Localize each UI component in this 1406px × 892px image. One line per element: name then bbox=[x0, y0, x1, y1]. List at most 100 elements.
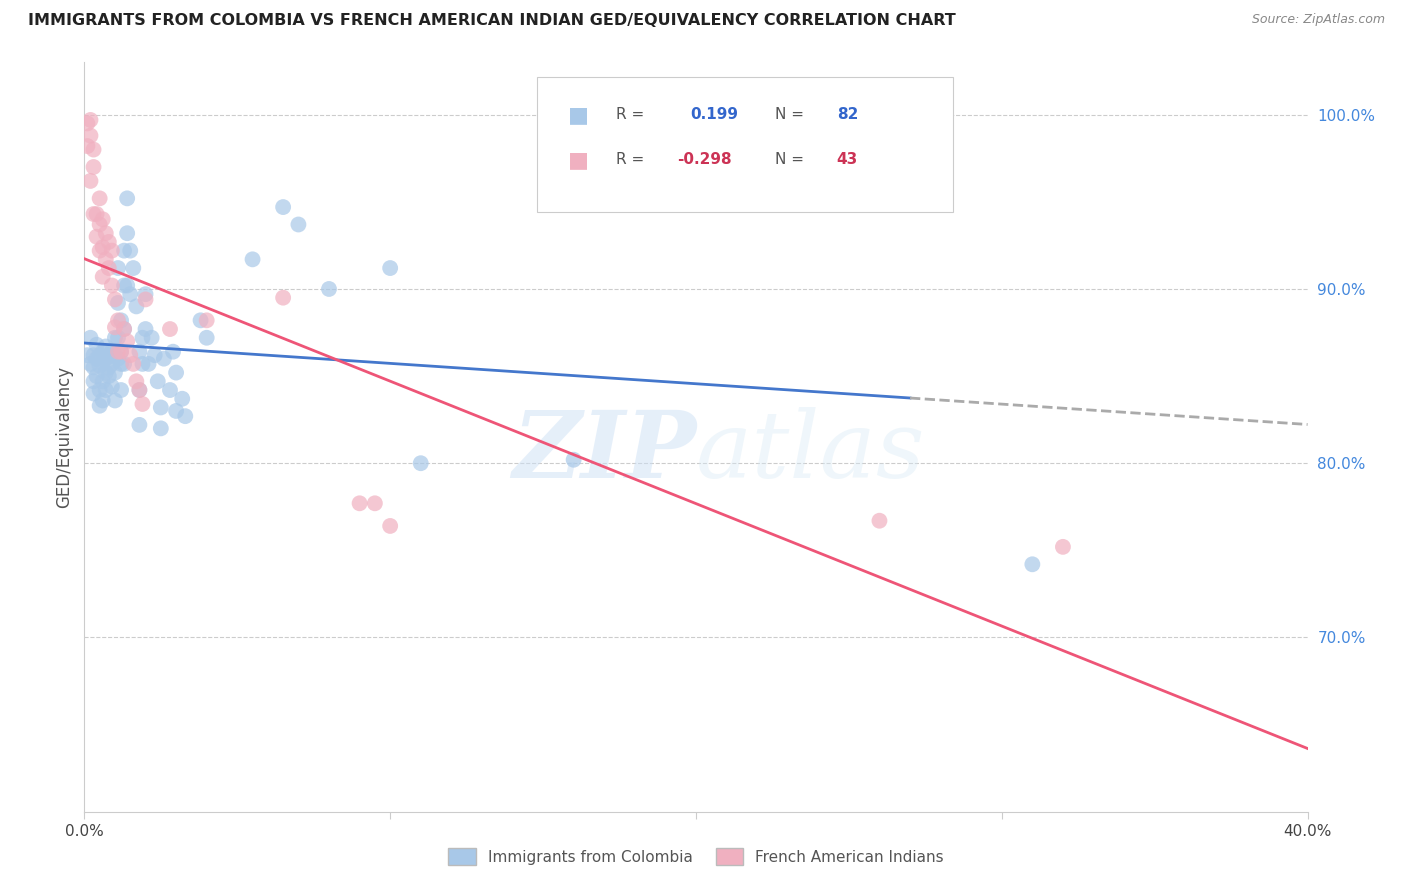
Point bbox=[110, 383, 132, 397]
Point bbox=[110, 313, 132, 327]
Point bbox=[112, 278, 135, 293]
Point bbox=[165, 366, 187, 380]
Point bbox=[89, 191, 111, 205]
Point bbox=[91, 240, 114, 254]
Point bbox=[97, 348, 120, 362]
Text: R =: R = bbox=[616, 153, 645, 168]
Point bbox=[364, 496, 387, 510]
Point bbox=[115, 191, 138, 205]
FancyBboxPatch shape bbox=[537, 78, 953, 212]
Point bbox=[86, 369, 108, 384]
Text: 82: 82 bbox=[837, 107, 858, 122]
Point bbox=[76, 116, 98, 130]
Point bbox=[141, 331, 163, 345]
Point bbox=[86, 207, 108, 221]
Point bbox=[409, 456, 432, 470]
Point bbox=[120, 287, 142, 301]
Point bbox=[1021, 558, 1043, 572]
Point bbox=[195, 313, 218, 327]
Point bbox=[83, 207, 105, 221]
Point bbox=[91, 269, 114, 284]
Point bbox=[79, 174, 101, 188]
Text: R =: R = bbox=[616, 107, 645, 122]
Point bbox=[122, 261, 145, 276]
Point bbox=[138, 357, 160, 371]
Point bbox=[94, 366, 117, 380]
Point bbox=[159, 383, 181, 397]
Point bbox=[107, 344, 129, 359]
Text: atlas: atlas bbox=[696, 407, 925, 497]
Legend: Immigrants from Colombia, French American Indians: Immigrants from Colombia, French America… bbox=[441, 842, 950, 871]
Text: ZIP: ZIP bbox=[512, 407, 696, 497]
Point bbox=[104, 293, 127, 307]
Point bbox=[91, 344, 114, 359]
Point bbox=[195, 331, 218, 345]
Point bbox=[83, 143, 105, 157]
Point bbox=[91, 374, 114, 388]
Point bbox=[128, 417, 150, 432]
Point bbox=[112, 244, 135, 258]
Point bbox=[125, 299, 148, 313]
Point bbox=[174, 409, 197, 424]
Point bbox=[94, 226, 117, 240]
Point bbox=[107, 351, 129, 366]
Point bbox=[128, 383, 150, 397]
Point bbox=[162, 344, 184, 359]
Point bbox=[112, 322, 135, 336]
Point bbox=[349, 496, 371, 510]
Point bbox=[91, 212, 114, 227]
Point bbox=[86, 351, 108, 366]
Point bbox=[149, 421, 172, 435]
Point bbox=[101, 379, 124, 393]
Point bbox=[97, 360, 120, 375]
Point bbox=[83, 160, 105, 174]
Point bbox=[115, 226, 138, 240]
Text: IMMIGRANTS FROM COLOMBIA VS FRENCH AMERICAN INDIAN GED/EQUIVALENCY CORRELATION C: IMMIGRANTS FROM COLOMBIA VS FRENCH AMERI… bbox=[28, 13, 956, 29]
Point bbox=[131, 397, 153, 411]
Point bbox=[143, 348, 166, 362]
Point bbox=[97, 261, 120, 276]
Point bbox=[104, 331, 127, 345]
Point bbox=[107, 261, 129, 276]
Point bbox=[159, 322, 181, 336]
Point bbox=[83, 360, 105, 375]
Point bbox=[135, 287, 157, 301]
Point bbox=[153, 351, 176, 366]
Point bbox=[104, 366, 127, 380]
Point bbox=[83, 374, 105, 388]
Point bbox=[104, 320, 127, 334]
Point bbox=[76, 348, 98, 362]
Text: ■: ■ bbox=[568, 105, 589, 125]
Point bbox=[101, 244, 124, 258]
Point bbox=[135, 322, 157, 336]
Point bbox=[624, 156, 647, 170]
Point bbox=[128, 344, 150, 359]
Text: Source: ZipAtlas.com: Source: ZipAtlas.com bbox=[1251, 13, 1385, 27]
Point bbox=[97, 235, 120, 249]
Point bbox=[104, 393, 127, 408]
Text: 0.199: 0.199 bbox=[690, 107, 738, 122]
Point bbox=[122, 357, 145, 371]
Point bbox=[94, 383, 117, 397]
Text: N =: N = bbox=[776, 153, 804, 168]
Point bbox=[271, 291, 294, 305]
Point bbox=[86, 337, 108, 351]
Text: N =: N = bbox=[776, 107, 804, 122]
Point bbox=[172, 392, 194, 406]
Point bbox=[89, 399, 111, 413]
Point bbox=[380, 519, 402, 533]
Point bbox=[89, 244, 111, 258]
Point bbox=[131, 331, 153, 345]
Point bbox=[110, 344, 132, 359]
Point bbox=[76, 139, 98, 153]
Point bbox=[190, 313, 212, 327]
Point bbox=[101, 278, 124, 293]
Point bbox=[94, 252, 117, 267]
Point bbox=[79, 112, 101, 127]
Point bbox=[97, 369, 120, 384]
Point bbox=[112, 357, 135, 371]
Point bbox=[101, 344, 124, 359]
Y-axis label: GED/Equivalency: GED/Equivalency bbox=[55, 366, 73, 508]
Point bbox=[89, 359, 111, 373]
Point bbox=[110, 344, 132, 359]
